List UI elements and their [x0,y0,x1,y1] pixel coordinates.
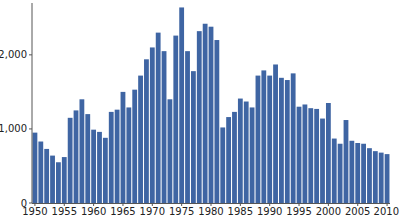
bars [33,7,390,203]
bar [226,117,231,203]
bar [385,154,390,203]
bar [173,36,178,203]
bar [367,148,372,203]
y-tick-label: 1,000 [0,123,27,134]
bar [138,76,143,203]
bar [115,110,120,203]
x-tick-label: 1990 [257,206,282,217]
bar [267,76,272,203]
bar [302,104,307,203]
bar [220,127,225,203]
x-tick-label: 1980 [198,206,223,217]
bar [179,7,184,203]
x-tick-label: 1995 [286,206,311,217]
x-tick-label: 1970 [140,206,165,217]
bar [373,151,378,203]
y-axis-line [32,3,33,203]
bar [103,138,108,203]
x-tick-label: 1955 [52,206,77,217]
bar [244,102,249,203]
x-tick-label: 1950 [22,206,47,217]
bar [33,133,38,203]
bar [156,33,161,203]
chart-svg: 01,0002,00019501955196019651970197519801… [0,0,400,218]
bar [232,112,237,203]
x-tick-label: 2010 [374,206,399,217]
bar [308,108,313,203]
bar [285,80,290,203]
bar [85,114,90,203]
bar [168,99,173,203]
chart-container: 01,0002,00019501955196019651970197519801… [0,0,400,218]
x-tick-label: 1965 [110,206,135,217]
bar [332,139,337,203]
bar [297,107,302,203]
bar [326,103,331,203]
bar [355,143,360,203]
bar [314,109,319,203]
bar [144,59,149,203]
bar [50,156,55,203]
x-tick-label: 1975 [169,206,194,217]
bar [203,24,208,203]
bar [273,64,278,203]
bar [150,47,155,203]
bar [62,157,67,203]
y-tick [29,203,32,204]
x-tick-label: 1960 [81,206,106,217]
bar [38,142,43,203]
bar [320,119,325,203]
y-tick [29,128,32,129]
bar [79,99,84,203]
bar [291,73,296,203]
x-tick-label: 2005 [345,206,370,217]
bar [279,78,284,203]
bar [209,27,214,203]
bar [91,130,96,203]
bar [44,149,49,203]
x-tick-label: 2000 [316,206,341,217]
bar [256,76,261,203]
bar [126,107,131,203]
bar [185,51,190,203]
bar [379,153,384,203]
bar [74,110,79,203]
bar [238,99,243,203]
bar [68,118,73,203]
bar [361,144,366,203]
bar [261,70,266,203]
bar [349,141,354,203]
bar [344,120,349,203]
bar [97,132,102,203]
bar [191,71,196,203]
bar [132,90,137,203]
y-tick [29,54,32,55]
bar [56,162,61,203]
bar [162,51,167,203]
bar [197,31,202,203]
bar [121,92,126,203]
bar [250,107,255,203]
bar [214,40,219,203]
bar [338,144,343,203]
x-tick-label: 1985 [228,206,253,217]
bar [109,112,114,203]
y-tick-label: 2,000 [0,49,27,60]
